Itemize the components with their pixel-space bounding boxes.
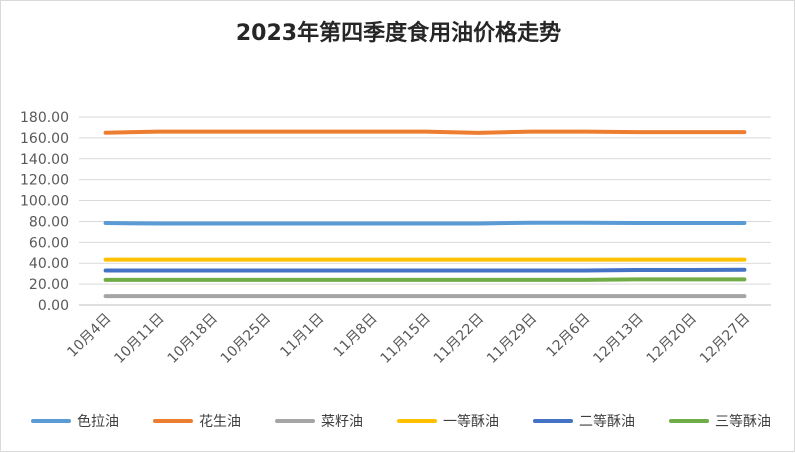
x-tick-label: 10月11日 [111,311,167,367]
y-tick-label: 20.00 [29,277,69,293]
y-tick-label: 100.00 [20,194,69,210]
chart-title: 2023年第四季度食用油价格走势 [235,21,562,46]
legend-item: 二等酥油 [533,411,635,431]
legend-label: 一等酥油 [443,414,499,430]
legend-swatch [397,419,437,423]
y-tick-label: 40.00 [29,256,69,272]
x-tick-label: 12月13日 [590,311,646,367]
x-tick-label: 11月15日 [378,311,434,367]
x-tick-label: 11月29日 [484,311,540,367]
y-tick-label: 180.00 [20,110,69,126]
chart-legend: 色拉油 花生油 菜籽油 一等酥油 二等酥油 三等酥油 [31,409,771,433]
legend-item: 一等酥油 [397,411,499,431]
series-line [103,220,747,226]
legend-label: 三等酥油 [715,414,771,430]
x-tick-label: 11月1日 [277,311,327,361]
y-tick-label: 160.00 [20,131,69,147]
legend-item: 菜籽油 [275,411,363,431]
series-line [103,267,747,273]
x-tick-label: 12月27日 [697,311,753,367]
legend-item: 花生油 [153,411,241,431]
x-tick-label: 11月22日 [431,311,487,367]
x-tick-label: 10月18日 [165,311,221,367]
y-tick-label: 60.00 [29,235,69,251]
x-tick-label: 10月4日 [64,311,114,361]
series-line [103,277,747,282]
x-tick-label: 10月25日 [218,311,274,367]
legend-label: 二等酥油 [579,414,635,430]
legend-swatch [669,419,709,423]
legend-swatch [275,419,315,423]
x-tick-label: 11月8日 [331,311,381,361]
legend-swatch [31,419,71,423]
x-tick-label: 12月6日 [544,311,594,361]
legend-label: 菜籽油 [321,414,363,430]
y-tick-label: 80.00 [29,214,69,230]
y-tick-label: 120.00 [20,173,69,189]
y-tick-label: 140.00 [20,152,69,168]
legend-item: 三等酥油 [669,411,771,431]
legend-swatch [533,419,573,423]
x-tick-label: 12月20日 [644,311,700,367]
y-tick-label: 0.00 [38,298,69,314]
legend-swatch [153,419,193,423]
series-line [103,129,747,135]
legend-item: 色拉油 [31,411,119,431]
legend-label: 花生油 [199,414,241,430]
legend-label: 色拉油 [77,414,119,430]
